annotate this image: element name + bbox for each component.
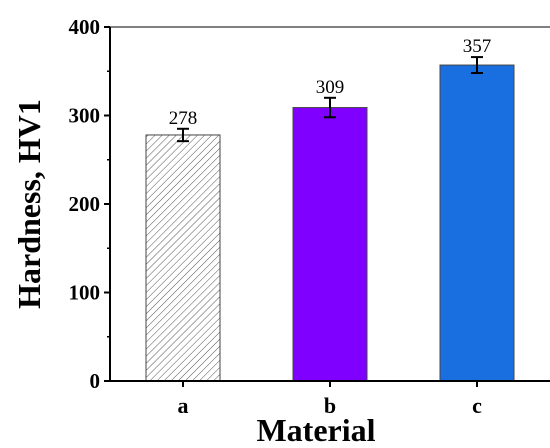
x-tick-label-b: b [324,393,336,418]
bar-c [439,64,515,382]
x-tick-label-a: a [178,393,189,418]
data-label-a: 278 [169,108,198,129]
y-tick-label-100: 100 [69,281,101,305]
data-label-b: 309 [316,77,345,98]
y-tick-label-0: 0 [90,369,101,393]
y-tick-label-300: 300 [69,104,101,128]
bar-a [145,134,221,382]
y-tick-label-400: 400 [69,15,101,39]
y-axis-title: Hardness, HV1 [11,99,47,309]
x-tick-label-c: c [472,393,482,418]
y-tick-label-200: 200 [69,192,101,216]
x-axis-title: Material [256,412,375,448]
bar-b [292,107,368,382]
data-label-c: 357 [463,36,492,57]
